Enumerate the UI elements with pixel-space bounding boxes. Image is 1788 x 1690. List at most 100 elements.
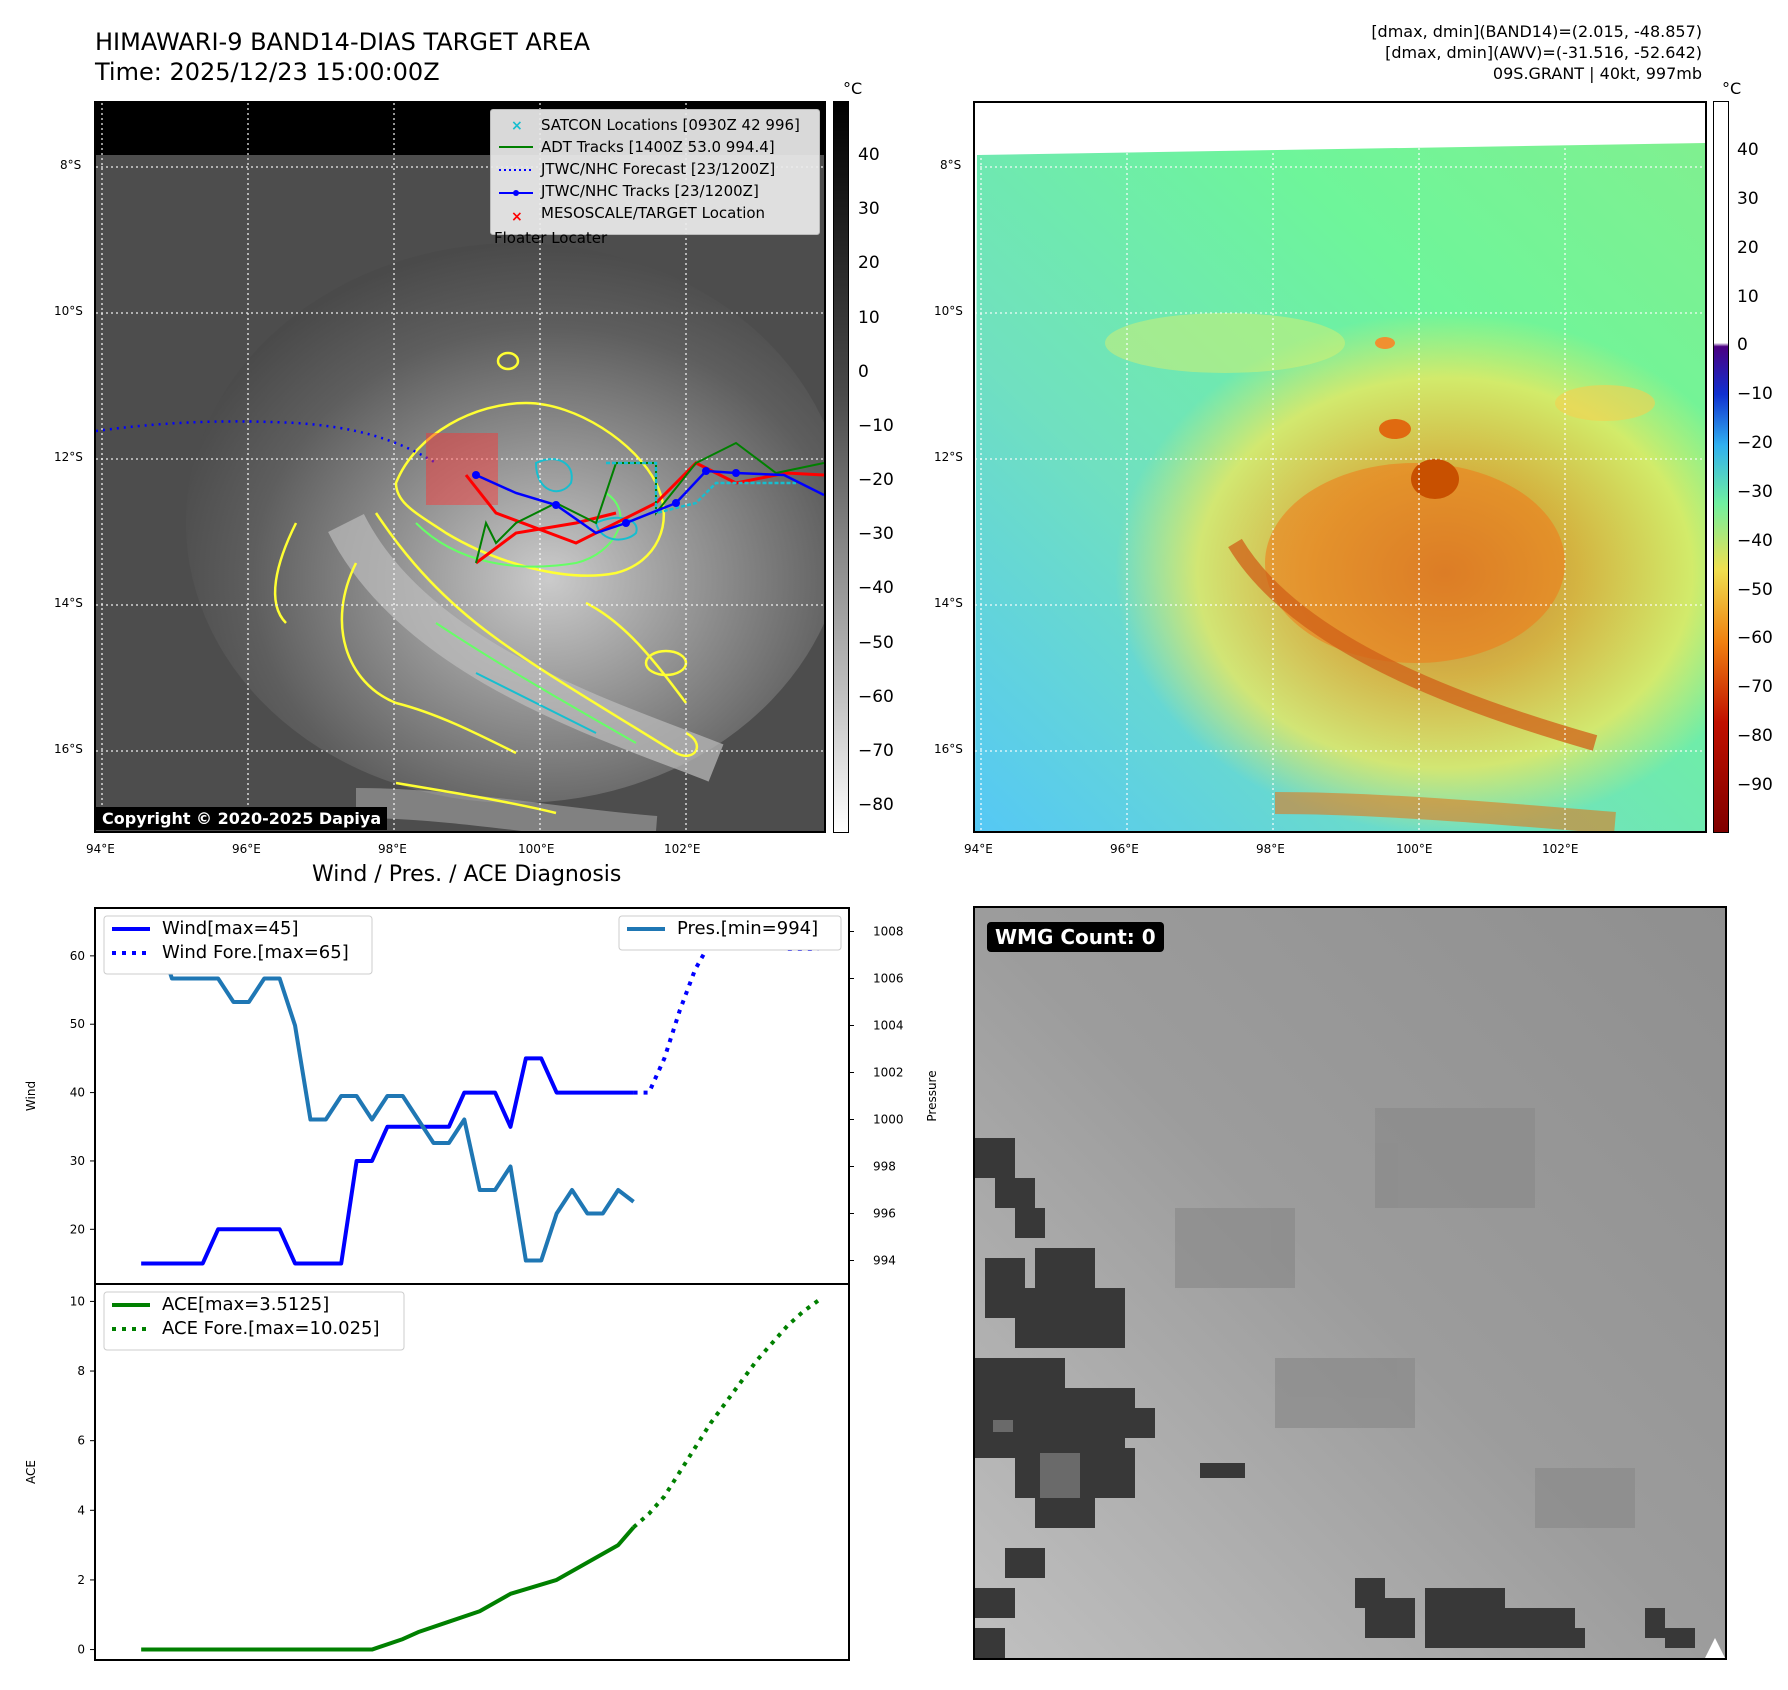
wv-colorbar-tick: −20 bbox=[1737, 433, 1773, 454]
wv-colorbar-tick: 40 bbox=[1737, 140, 1759, 160]
ace-tick-label: 8 bbox=[77, 1364, 85, 1378]
wmg-image bbox=[975, 908, 1725, 1658]
wind-tick-label: 30 bbox=[70, 1154, 85, 1168]
ir-colorbar-tick: −20 bbox=[858, 470, 894, 490]
legend-jtwc-tracks: JTWC/NHC Tracks [23/1200Z] bbox=[541, 182, 759, 200]
svg-text:×: × bbox=[511, 209, 523, 225]
ir-colorbar-tick: −70 bbox=[858, 740, 894, 761]
wmg-count-badge: WMG Count: 0 bbox=[987, 922, 1164, 952]
ir-lon-label: 102°E bbox=[664, 842, 701, 856]
wv-colorbar-tick: 30 bbox=[1737, 188, 1759, 209]
ir-lat-label: 12°S bbox=[54, 450, 83, 464]
wind-tick-label: 50 bbox=[70, 1017, 85, 1031]
wv-lat-label: 14°S bbox=[934, 596, 963, 610]
pressure-axis-label: Pressure bbox=[925, 1070, 939, 1121]
wind-tick-label: 40 bbox=[70, 1086, 85, 1100]
ir-lon-label: 100°E bbox=[518, 842, 555, 856]
ace-axes bbox=[94, 1283, 850, 1661]
wv-lon-label: 94°E bbox=[964, 842, 993, 856]
wind-line bbox=[141, 1056, 634, 1266]
wind-tick-label: 20 bbox=[70, 1222, 85, 1236]
ace-line bbox=[141, 1525, 636, 1652]
ir-colorbar-tick: −80 bbox=[858, 795, 894, 815]
legend-satcon: SATCON Locations [0930Z 42 996] bbox=[541, 116, 800, 134]
ir-map-panel: × × SATCON Locations [0930Z 42 996] ADT … bbox=[94, 101, 826, 833]
wv-colorbar-tick: −50 bbox=[1737, 579, 1773, 600]
wv-colorbar-tick: 20 bbox=[1737, 237, 1759, 258]
wv-colorbar-tick: −80 bbox=[1737, 726, 1773, 747]
wind-legend-label: Wind Fore.[max=65] bbox=[162, 942, 349, 963]
ace-legend-label: ACE[max=3.5125] bbox=[162, 1294, 329, 1315]
copyright-label: Copyright © 2020-2025 Dapiya bbox=[96, 807, 388, 830]
ace-legend-box bbox=[103, 1291, 405, 1351]
wv-lat-label: 16°S bbox=[934, 742, 963, 756]
pressure-line bbox=[141, 929, 635, 1263]
wv-map-panel bbox=[973, 101, 1707, 833]
legend-mesoscale: MESOSCALE/TARGET Location bbox=[541, 204, 766, 222]
ir-lat-label: 8°S bbox=[60, 158, 82, 172]
info-line3: 09S.GRANT | 40kt, 997mb bbox=[1492, 64, 1702, 83]
wv-lat-label: 10°S bbox=[934, 304, 963, 318]
ir-lon-label: 94°E bbox=[86, 842, 115, 856]
pressure-tick-label: 994 bbox=[873, 1254, 896, 1268]
wind-axis-label: Wind bbox=[24, 1081, 38, 1111]
diagnosis-title: Wind / Pres. / ACE Diagnosis bbox=[312, 862, 622, 887]
ir-map-legend: × × SATCON Locations [0930Z 42 996] ADT … bbox=[490, 109, 820, 235]
wv-lon-label: 100°E bbox=[1396, 842, 1433, 856]
figure-title-line1: HIMAWARI-9 BAND14-DIAS TARGET AREA bbox=[95, 28, 591, 56]
wind-forecast-line bbox=[633, 933, 819, 1095]
pressure-tick-label: 1002 bbox=[873, 1066, 904, 1080]
wv-lat-label: 12°S bbox=[934, 450, 963, 464]
ir-lat-label: 16°S bbox=[54, 742, 83, 756]
pressure-tick-label: 1006 bbox=[873, 972, 904, 986]
wv-map-image bbox=[975, 103, 1705, 831]
wv-colorbar-unit: °C bbox=[1722, 79, 1742, 98]
wv-colorbar-tick: −40 bbox=[1737, 530, 1773, 551]
ir-colorbar-tick: 30 bbox=[858, 199, 880, 220]
ir-colorbar bbox=[833, 101, 849, 833]
wv-colorbar-tick: 0 bbox=[1737, 335, 1748, 356]
pressure-tick-label: 996 bbox=[873, 1207, 896, 1221]
ace-tick-label: 0 bbox=[77, 1643, 85, 1657]
wv-colorbar-tick: −90 bbox=[1737, 775, 1773, 795]
svg-text:×: × bbox=[511, 118, 523, 134]
ir-lon-label: 98°E bbox=[378, 842, 407, 856]
ir-colorbar-tick: −40 bbox=[858, 578, 894, 599]
wv-colorbar-tick: −30 bbox=[1737, 481, 1773, 502]
ace-axis-label: ACE bbox=[24, 1460, 38, 1484]
wv-colorbar-tick: −70 bbox=[1737, 677, 1773, 698]
ir-colorbar-tick: −10 bbox=[858, 415, 894, 436]
ir-colorbar-tick: 40 bbox=[858, 145, 880, 165]
ir-colorbar-unit: °C bbox=[843, 79, 863, 98]
ir-lon-label: 96°E bbox=[232, 842, 261, 856]
ir-lat-label: 10°S bbox=[54, 304, 83, 318]
wv-colorbar-tick: −10 bbox=[1737, 384, 1773, 405]
wv-lon-label: 96°E bbox=[1110, 842, 1139, 856]
ir-colorbar-tick: −30 bbox=[858, 524, 894, 545]
ace-tick-label: 4 bbox=[77, 1503, 85, 1517]
wv-lon-label: 102°E bbox=[1542, 842, 1579, 856]
ir-colorbar-tick: 20 bbox=[858, 253, 880, 274]
legend-adt: ADT Tracks [1400Z 53.0 994.4] bbox=[541, 138, 775, 156]
info-line2: [dmax, dmin](AWV)=(-31.516, -52.642) bbox=[1385, 43, 1702, 62]
ir-lat-label: 14°S bbox=[54, 596, 83, 610]
pressure-tick-label: 998 bbox=[873, 1160, 896, 1174]
legend-floater: Floater Locater bbox=[494, 229, 608, 247]
figure-title-line2: Time: 2025/12/23 15:00:00Z bbox=[95, 58, 440, 86]
wv-colorbar bbox=[1713, 101, 1729, 833]
wind-legend-box bbox=[103, 915, 373, 975]
pressure-legend-box bbox=[618, 915, 842, 951]
pressure-tick-label: 1000 bbox=[873, 1113, 904, 1127]
ace-tick-label: 6 bbox=[77, 1434, 85, 1448]
wmg-panel: WMG Count: 0 bbox=[973, 906, 1727, 1660]
pressure-tick-label: 1004 bbox=[873, 1019, 904, 1033]
wind-legend-label: Wind[max=45] bbox=[162, 918, 299, 939]
ace-forecast-line bbox=[632, 1298, 820, 1529]
wv-lat-label: 8°S bbox=[940, 158, 962, 172]
ace-legend-label: ACE Fore.[max=10.025] bbox=[162, 1318, 380, 1339]
wv-colorbar-tick: −60 bbox=[1737, 628, 1773, 649]
wv-lon-label: 98°E bbox=[1256, 842, 1285, 856]
legend-jtwc-forecast: JTWC/NHC Forecast [23/1200Z] bbox=[541, 160, 776, 178]
wv-colorbar-tick: 10 bbox=[1737, 286, 1759, 307]
ir-colorbar-tick: 0 bbox=[858, 361, 869, 382]
